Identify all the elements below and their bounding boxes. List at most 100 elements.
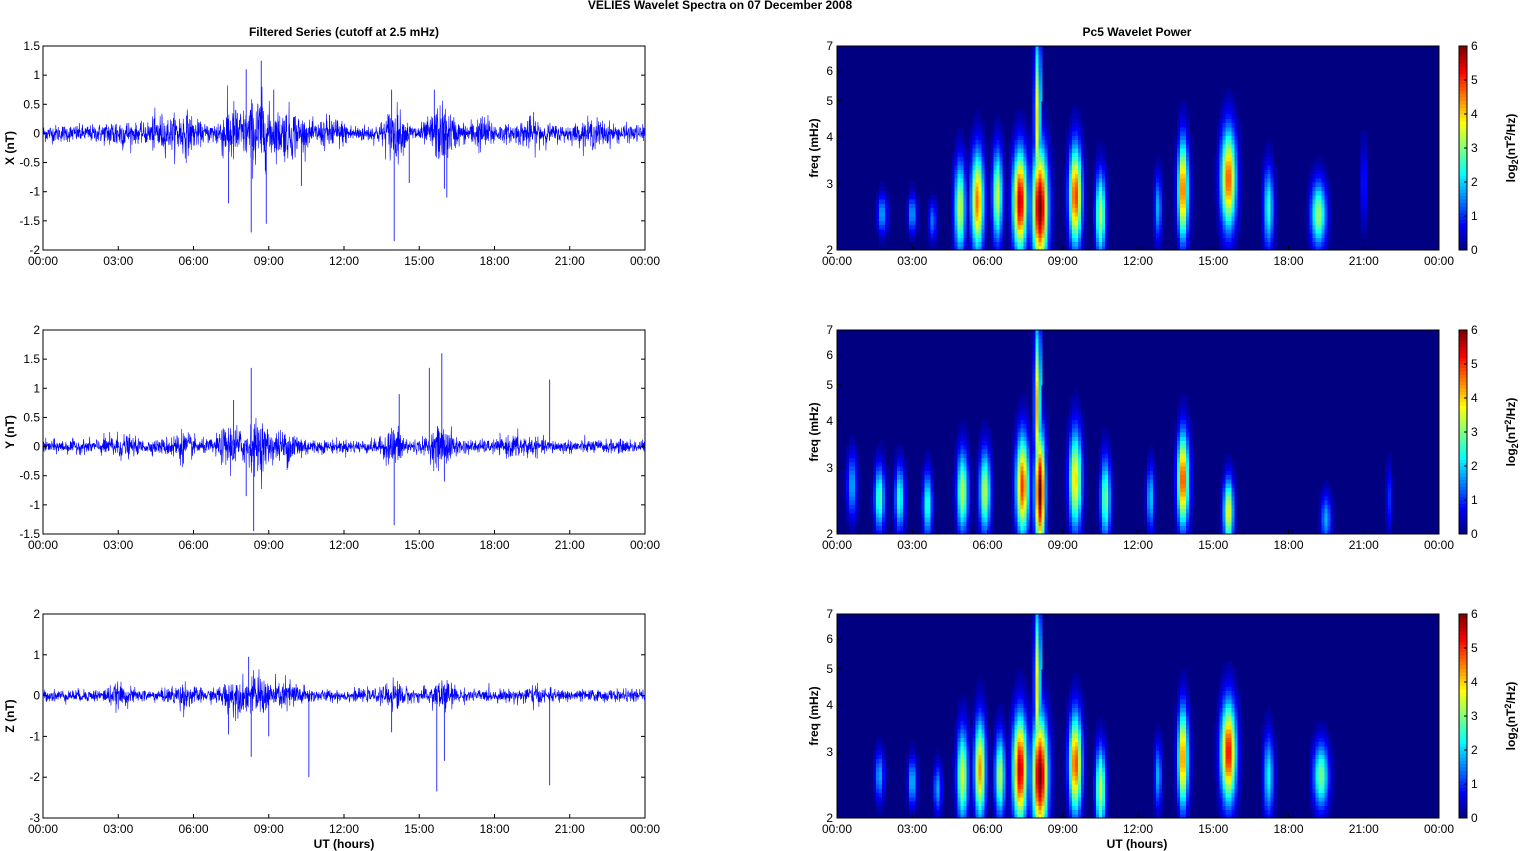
colorbar-tick-label: 0	[1471, 811, 1478, 825]
heatmap-cells	[876, 46, 1368, 251]
ytick-label: 2	[33, 323, 40, 337]
timeseries-xtick-label: 00:00	[28, 822, 58, 836]
colorbar-tick-label: 3	[1471, 709, 1478, 723]
ytick-label: 1	[33, 648, 40, 662]
colorbar-tick-label: 2	[1471, 175, 1478, 189]
timeseries-xtick-label: 12:00	[329, 538, 359, 552]
timeseries-xtick-label: 06:00	[178, 538, 208, 552]
wavelet-xtick-label: 03:00	[897, 822, 927, 836]
colorbar-tick-label: 0	[1471, 527, 1478, 541]
trace-line	[42, 417, 646, 490]
ytick-label: -1.5	[19, 527, 40, 541]
wavelet-xtick-label: 06:00	[972, 822, 1002, 836]
wavelet-xtick-label: 00:00	[1424, 822, 1454, 836]
wavelet-xtick-label: 03:00	[897, 254, 927, 268]
wavelet-xtick-label: 03:00	[897, 538, 927, 552]
y-axis-label: Z (nT)	[3, 699, 17, 732]
y-axis-label: freq (mHz)	[807, 118, 821, 177]
wavelet-xtick-label: 15:00	[1198, 254, 1228, 268]
wavelet-xtick-label: 09:00	[1048, 822, 1078, 836]
colorbar-tick-label: 2	[1471, 743, 1478, 757]
ytick-label: 5	[826, 94, 833, 108]
wavelet-xtick-label: 18:00	[1273, 538, 1303, 552]
ytick-label: 5	[826, 378, 833, 392]
wavelet-xtick-label: 12:00	[1123, 822, 1153, 836]
ytick-label: 1.5	[23, 39, 40, 53]
ytick-label: 6	[826, 632, 833, 646]
wavelet-xtick-label: 15:00	[1198, 822, 1228, 836]
colorbar-tick-label: 1	[1471, 209, 1478, 223]
ytick-label: 0	[33, 126, 40, 140]
ytick-label: 4	[826, 698, 833, 712]
timeseries-xtick-label: 12:00	[329, 254, 359, 268]
plot-area	[42, 45, 646, 251]
ytick-label: 0	[33, 689, 40, 703]
ytick-label: -2	[29, 243, 40, 257]
ytick-label: 4	[826, 414, 833, 428]
colorbar-tick-label: 2	[1471, 459, 1478, 473]
colorbar-label: log2(nT2/Hz)	[1503, 398, 1520, 467]
wavelet-xtick-label: 15:00	[1198, 538, 1228, 552]
ytick-label: 5	[826, 662, 833, 676]
colorbar-tick-label: 3	[1471, 425, 1478, 439]
ytick-label: 7	[826, 39, 833, 53]
colorbar-label: log2(nT2/Hz)	[1503, 114, 1520, 183]
colorbar-tick-label: 4	[1471, 675, 1478, 689]
ytick-label: 1.5	[23, 352, 40, 366]
y-axis-label: Y (nT)	[3, 415, 17, 449]
ytick-label: 6	[826, 64, 833, 78]
wavelet-panel-2: 2 3 4 5 6 7 00:00 03:00 06:00 09:00 12:00 15:00 18:0…	[807, 323, 1520, 552]
wavelet-xtick-label: 18:00	[1273, 822, 1303, 836]
wavelet-panel-1: 2 3 4 5 6 7 00:00 03:00 06:00 09:00 12:00 15:00 18:0…	[807, 39, 1520, 268]
timeseries-xtick-label: 06:00	[178, 822, 208, 836]
ytick-label: 2	[33, 607, 40, 621]
colorbar-tick-label: 6	[1471, 607, 1478, 621]
timeseries-xtick-label: 21:00	[555, 254, 585, 268]
colorbar-tick-label: 5	[1471, 641, 1478, 655]
timeseries-panel-2: -1.5 -1 -0.5 0 0.5 1 1.5 2 00:00 03:00 06:00 09:00 1…	[3, 323, 660, 552]
ytick-label: -1	[29, 498, 40, 512]
heatmap-cells	[843, 330, 1395, 535]
x-axis-label-left: UT (hours)	[314, 837, 375, 851]
ytick-label: -2	[29, 770, 40, 784]
wavelet-xtick-label: 06:00	[972, 254, 1002, 268]
wavelet-panel-3: 2 3 4 5 6 7 00:00 03:00 06:00 09:00 12:00 15:00 18:0…	[807, 607, 1520, 836]
wavelet-xtick-label: 00:00	[822, 538, 852, 552]
ytick-label: -1.5	[19, 214, 40, 228]
timeseries-xtick-label: 09:00	[254, 822, 284, 836]
wavelet-xtick-label: 21:00	[1349, 538, 1379, 552]
colorbar-tick-label: 6	[1471, 39, 1478, 53]
timeseries-xtick-label: 15:00	[404, 254, 434, 268]
ytick-label: -1	[29, 729, 40, 743]
figure-suptitle: VELIES Wavelet Spectra on 07 December 20…	[588, 0, 853, 12]
wavelet-xtick-label: 12:00	[1123, 538, 1153, 552]
wavelet-xtick-label: 00:00	[822, 254, 852, 268]
timeseries-xtick-label: 00:00	[28, 538, 58, 552]
ytick-label: -1	[29, 185, 40, 199]
ytick-label: 0	[33, 440, 40, 454]
plot-area	[42, 613, 646, 819]
colorbar-tick-label: 3	[1471, 141, 1478, 155]
timeseries-xtick-label: 03:00	[103, 538, 133, 552]
timeseries-xtick-label: 18:00	[479, 538, 509, 552]
timeseries-xtick-label: 00:00	[630, 822, 660, 836]
ytick-label: 6	[826, 348, 833, 362]
timeseries-xtick-label: 12:00	[329, 822, 359, 836]
timeseries-xtick-label: 15:00	[404, 538, 434, 552]
plot-area	[42, 329, 646, 535]
timeseries-panel-3: -3 -2 -1 0 1 2 00:00 03:00 06:00 09:00 12:00 15:00 1…	[3, 607, 660, 836]
timeseries-panel-1: -2 -1.5 -1 -0.5 0 0.5 1 1.5 00:00 03:00 06:00 09:00…	[3, 39, 660, 268]
wavelet-xtick-label: 00:00	[822, 822, 852, 836]
ytick-label: 2	[826, 527, 833, 541]
ytick-label: -3	[29, 811, 40, 825]
ytick-label: 4	[826, 130, 833, 144]
wavelet-xtick-label: 21:00	[1349, 254, 1379, 268]
y-axis-label: freq (mHz)	[807, 686, 821, 745]
ytick-label: 7	[826, 607, 833, 621]
colorbar-tick-label: 4	[1471, 107, 1478, 121]
colorbar-label: log2(nT2/Hz)	[1503, 682, 1520, 751]
heatmap-cells	[873, 614, 1335, 819]
wavelet-xtick-label: 09:00	[1048, 254, 1078, 268]
ytick-label: 3	[826, 177, 833, 191]
